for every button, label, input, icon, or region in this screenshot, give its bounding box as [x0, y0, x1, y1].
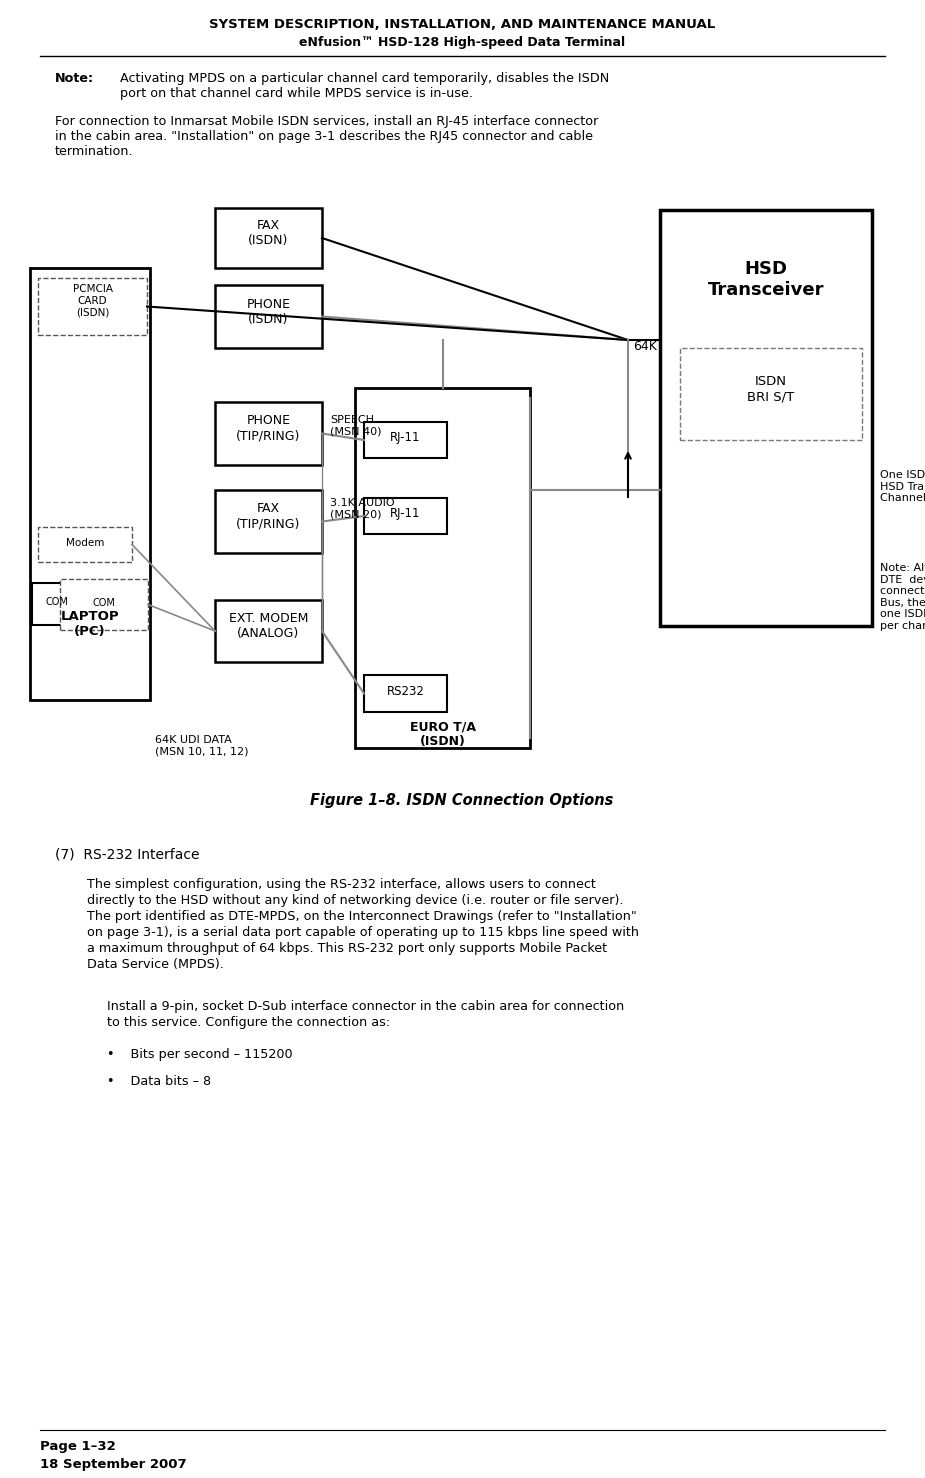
Text: For connection to Inmarsat Mobile ISDN services, install an RJ-45 interface conn: For connection to Inmarsat Mobile ISDN s…	[55, 115, 598, 129]
Text: 18 September 2007: 18 September 2007	[40, 1457, 187, 1471]
Text: FAX
(ISDN): FAX (ISDN)	[248, 219, 289, 247]
Text: •    Bits per second – 115200: • Bits per second – 115200	[107, 1048, 292, 1061]
Text: The simplest configuration, using the RS-232 interface, allows users to connect: The simplest configuration, using the RS…	[87, 878, 596, 891]
Text: Note:: Note:	[55, 72, 94, 86]
Text: LAPTOP
(PC): LAPTOP (PC)	[61, 610, 119, 638]
Text: Data Service (MPDS).: Data Service (MPDS).	[87, 958, 224, 971]
Text: RJ-11: RJ-11	[390, 432, 421, 445]
Text: PHONE
(ISDN): PHONE (ISDN)	[246, 297, 290, 325]
Text: on page 3-1), is a serial data port capable of operating up to 115 kbps line spe: on page 3-1), is a serial data port capa…	[87, 927, 639, 939]
Bar	[364, 675, 447, 712]
Text: RJ-11: RJ-11	[390, 507, 421, 520]
Bar	[215, 600, 322, 662]
Text: PHONE
(TIP/RING): PHONE (TIP/RING)	[236, 414, 301, 442]
Text: EURO T/A
(ISDN): EURO T/A (ISDN)	[410, 720, 475, 748]
Bar	[215, 208, 322, 268]
Text: EXT. MODEM
(ANALOG): EXT. MODEM (ANALOG)	[228, 612, 308, 640]
Bar	[215, 285, 322, 347]
Text: FAX
(TIP/RING): FAX (TIP/RING)	[236, 503, 301, 531]
Text: 64K UDI DATA
(MSN 10, 11, 12): 64K UDI DATA (MSN 10, 11, 12)	[155, 735, 249, 757]
Text: SPEECH
(MSN 40): SPEECH (MSN 40)	[330, 415, 381, 436]
Bar	[38, 278, 147, 336]
Text: Note: Although several ISDN
DTE  devices may be
connected to an ISDN S/T
Bus, th: Note: Although several ISDN DTE devices …	[880, 563, 925, 631]
Bar	[60, 579, 148, 630]
Bar	[38, 528, 132, 562]
Text: RS232: RS232	[387, 684, 425, 698]
Text: directly to the HSD without any kind of networking device (i.e. router or file s: directly to the HSD without any kind of …	[87, 894, 623, 907]
Text: to this service. Configure the connection as:: to this service. Configure the connectio…	[107, 1015, 390, 1029]
Text: eNfusion™ HSD-128 High-speed Data Terminal: eNfusion™ HSD-128 High-speed Data Termin…	[299, 35, 625, 49]
Text: Page 1–32: Page 1–32	[40, 1440, 116, 1453]
Text: in the cabin area. "Installation" on page 3-1 describes the RJ45 connector and c: in the cabin area. "Installation" on pag…	[55, 130, 593, 143]
Text: PCMCIA
CARD
(ISDN): PCMCIA CARD (ISDN)	[72, 284, 113, 318]
Bar	[32, 582, 82, 625]
Text: One ISDN S/T Bus per
HSD Transceiver
Channel Card: One ISDN S/T Bus per HSD Transceiver Cha…	[880, 470, 925, 503]
Text: •    Data bits – 8: • Data bits – 8	[107, 1075, 211, 1088]
Bar	[364, 498, 447, 534]
Bar	[30, 268, 150, 701]
Text: port on that channel card while MPDS service is in-use.: port on that channel card while MPDS ser…	[120, 87, 473, 101]
Text: 3.1K AUDIO
(MSN 20): 3.1K AUDIO (MSN 20)	[330, 498, 395, 520]
Text: Activating MPDS on a particular channel card temporarily, disables the ISDN: Activating MPDS on a particular channel …	[120, 72, 610, 86]
Text: (7)  RS-232 Interface: (7) RS-232 Interface	[55, 848, 200, 862]
Bar	[215, 402, 322, 466]
Bar	[660, 210, 872, 627]
Text: SYSTEM DESCRIPTION, INSTALLATION, AND MAINTENANCE MANUAL: SYSTEM DESCRIPTION, INSTALLATION, AND MA…	[209, 18, 715, 31]
Text: termination.: termination.	[55, 145, 133, 158]
Bar	[364, 423, 447, 458]
Text: Install a 9-pin, socket D-Sub interface connector in the cabin area for connecti: Install a 9-pin, socket D-Sub interface …	[107, 1001, 624, 1012]
Text: Figure 1–8. ISDN Connection Options: Figure 1–8. ISDN Connection Options	[310, 794, 613, 808]
Text: COM: COM	[92, 597, 116, 607]
Text: Modem: Modem	[66, 538, 105, 547]
Text: a maximum throughput of 64 kbps. This RS-232 port only supports Mobile Packet: a maximum throughput of 64 kbps. This RS…	[87, 941, 607, 955]
Bar	[680, 347, 862, 440]
Text: The port identified as DTE-MPDS, on the Interconnect Drawings (refer to "Install: The port identified as DTE-MPDS, on the …	[87, 910, 636, 922]
Text: 64K: 64K	[633, 340, 657, 353]
Bar	[355, 389, 530, 748]
Text: COM: COM	[45, 597, 68, 607]
Bar	[215, 491, 322, 553]
Text: HSD
Transceiver: HSD Transceiver	[708, 260, 824, 299]
Text: ISDN
BRI S/T: ISDN BRI S/T	[747, 375, 795, 403]
